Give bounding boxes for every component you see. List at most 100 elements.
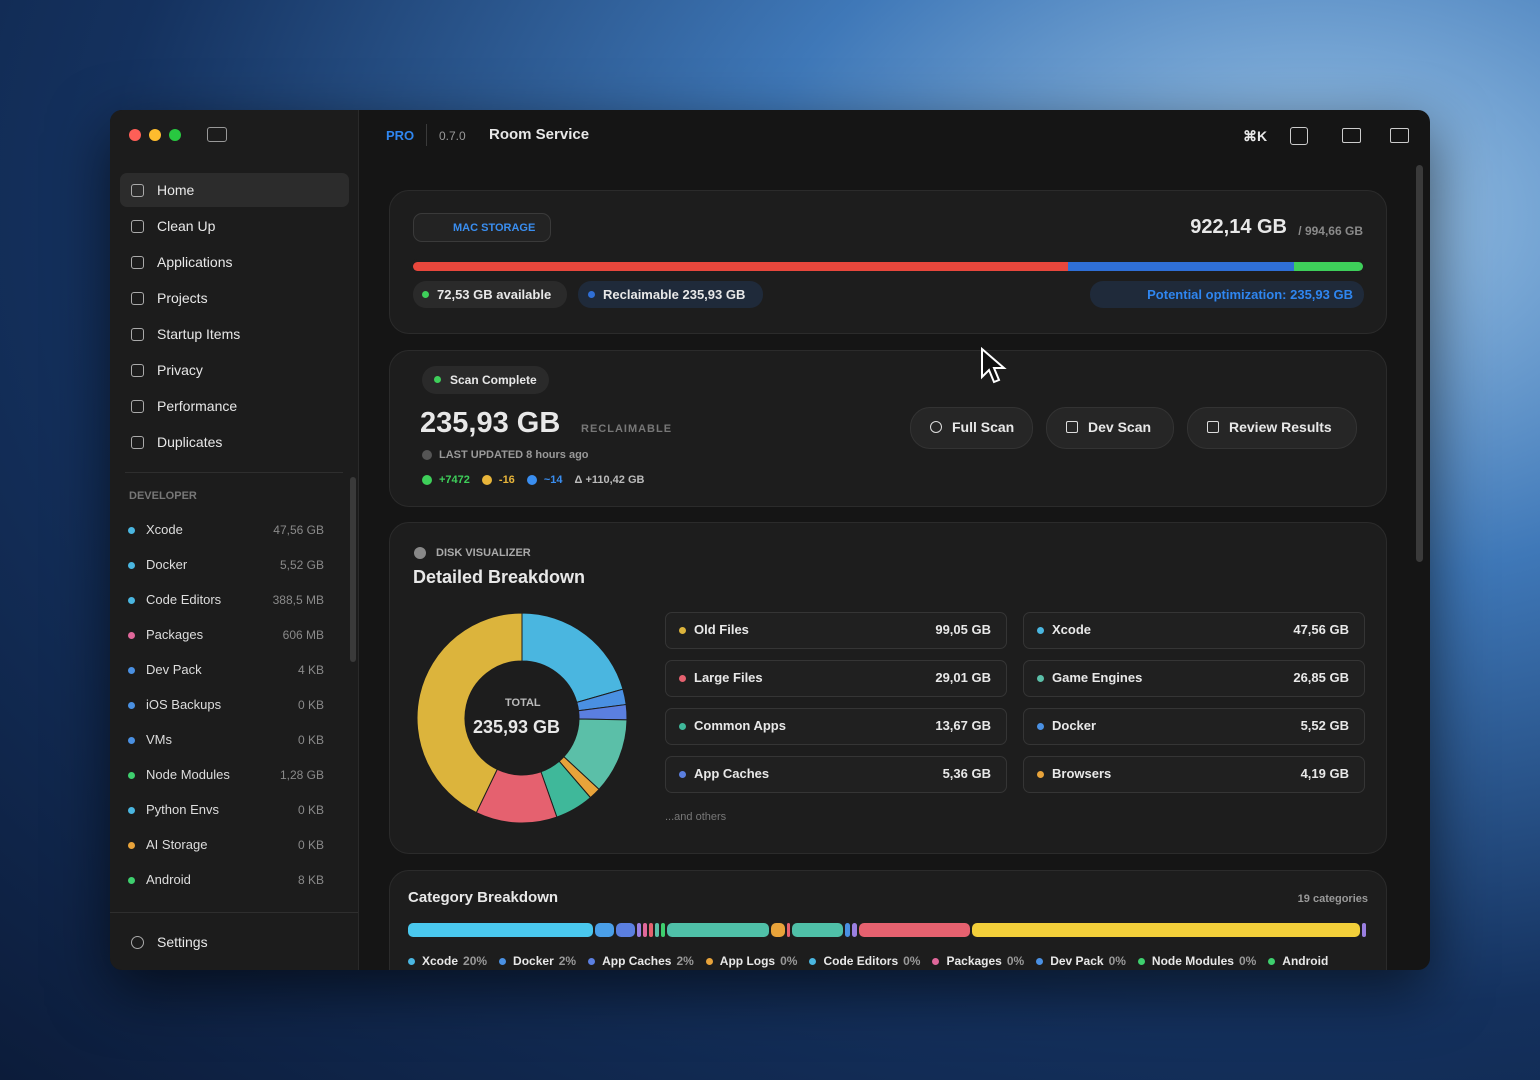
status-dot: [128, 667, 135, 674]
section-label: DEVELOPER: [129, 490, 197, 502]
category-segment: [786, 923, 790, 937]
legend-value: 2%: [558, 954, 577, 968]
status-dot: [128, 702, 135, 709]
nav-item[interactable]: Duplicates: [157, 434, 223, 450]
nav-item[interactable]: Home: [157, 182, 195, 198]
nav-icon: [131, 364, 144, 377]
dev-item[interactable]: AI Storage: [146, 837, 208, 852]
breakdown-row[interactable]: [665, 612, 1007, 649]
add-icon[interactable]: [1290, 127, 1308, 145]
section-title: Detailed Breakdown: [413, 567, 586, 587]
optimization[interactable]: Potential optimization: 235,93 GB: [1147, 287, 1353, 302]
legend-value: 0%: [1238, 954, 1257, 968]
list-icon[interactable]: [1342, 128, 1361, 143]
storage-badge-text: MAC STORAGE: [453, 222, 536, 234]
chip: [413, 281, 567, 308]
dev-item[interactable]: iOS Backups: [146, 697, 222, 712]
storage-used: 922,14 GB: [1190, 216, 1287, 238]
total-caption: TOTAL: [505, 697, 541, 709]
settings[interactable]: Settings: [157, 934, 208, 950]
nav-icon: [131, 400, 144, 413]
scan-button[interactable]: [1046, 407, 1174, 449]
dev-size: 0 KB: [297, 733, 324, 747]
button-label[interactable]: Full Scan: [952, 419, 1015, 435]
breakdown-row[interactable]: [1023, 660, 1365, 697]
sidebar-scrollbar: [350, 477, 356, 662]
category-segment: [667, 923, 769, 937]
pie-icon: [414, 547, 426, 559]
button-label[interactable]: Dev Scan: [1088, 419, 1152, 435]
nav-item[interactable]: Projects: [157, 290, 208, 306]
nav-icon: [131, 328, 144, 341]
settings-icon: [131, 936, 144, 949]
status-dot: [499, 958, 507, 965]
button-icon: [930, 421, 942, 433]
dev-item[interactable]: Code Editors: [146, 592, 222, 607]
used-segment: [413, 262, 1069, 271]
dev-size: 8 KB: [297, 873, 324, 887]
clock-icon: [422, 450, 432, 460]
dev-item[interactable]: Dev Pack: [146, 662, 202, 677]
command-palette[interactable]: ⌘K: [1243, 128, 1268, 144]
category-segment: [616, 923, 636, 937]
scan-button[interactable]: [1187, 407, 1357, 449]
breakdown-value: 13,67 GB: [935, 718, 991, 733]
button-icon: [1207, 421, 1219, 433]
status-dot: [588, 958, 596, 965]
version: 0.7.0: [439, 129, 466, 143]
app-window: PRO 0.7.0 Room Service ⌘K Home Clean Up Applic…: [110, 110, 1430, 970]
breakdown-row[interactable]: [665, 708, 1007, 745]
terminal-icon[interactable]: [1390, 128, 1409, 143]
zoom-button[interactable]: [169, 129, 181, 141]
dev-item[interactable]: Python Envs: [146, 802, 219, 817]
dev-size: 1,28 GB: [279, 768, 324, 782]
breakdown-name: Browsers: [1052, 766, 1112, 781]
nav-item[interactable]: Performance: [157, 398, 238, 414]
status-dot: [434, 376, 441, 383]
nav-icon: [131, 292, 144, 305]
status-dot: [128, 562, 135, 569]
breakdown-value: 26,85 GB: [1293, 670, 1349, 685]
reclaimable-segment: [1068, 262, 1294, 271]
button-label[interactable]: Review Results: [1229, 419, 1332, 435]
dev-size: 0 KB: [297, 803, 324, 817]
legend-name: App Logs: [719, 954, 776, 968]
dev-item[interactable]: Packages: [146, 627, 204, 642]
breakdown-row[interactable]: [1023, 708, 1365, 745]
breakdown-row[interactable]: [665, 756, 1007, 793]
dev-item[interactable]: Node Modules: [146, 767, 230, 782]
close-button[interactable]: [129, 129, 141, 141]
breakdown-row[interactable]: [1023, 756, 1365, 793]
chip: [1090, 281, 1364, 308]
dev-item[interactable]: VMs: [146, 732, 172, 747]
nav-item[interactable]: Clean Up: [157, 218, 216, 234]
legend-name: Code Editors: [823, 954, 899, 968]
category-segment: [637, 923, 642, 937]
nav-item[interactable]: Applications: [157, 254, 233, 270]
dev-item[interactable]: Android: [146, 872, 191, 887]
sidebar-toggle[interactable]: [207, 127, 227, 142]
status-dot: [128, 807, 135, 814]
category-segment: [655, 923, 660, 937]
legend-value: 0%: [780, 954, 798, 968]
nav-item[interactable]: Startup Items: [157, 326, 241, 342]
status-dot: [128, 842, 135, 849]
delta: +7472: [439, 474, 470, 486]
breakdown-name: Old Files: [694, 622, 749, 637]
mouse-cursor: [981, 347, 1007, 384]
legend-name: Xcode: [422, 954, 459, 968]
dev-item[interactable]: Docker: [146, 557, 188, 572]
dev-item[interactable]: Xcode: [146, 522, 183, 537]
status-dot: [679, 627, 686, 634]
status-dot: [128, 772, 135, 779]
scan-status: Scan Complete: [450, 373, 537, 387]
more: ...and others: [665, 811, 727, 823]
category-segment: [791, 923, 843, 937]
status-dot: [128, 632, 135, 639]
category-segment: [643, 923, 648, 937]
minimize-button[interactable]: [149, 129, 161, 141]
breakdown-row[interactable]: [665, 660, 1007, 697]
status-dot: [422, 291, 429, 298]
nav-item[interactable]: Privacy: [157, 362, 203, 378]
breakdown-row[interactable]: [1023, 612, 1365, 649]
